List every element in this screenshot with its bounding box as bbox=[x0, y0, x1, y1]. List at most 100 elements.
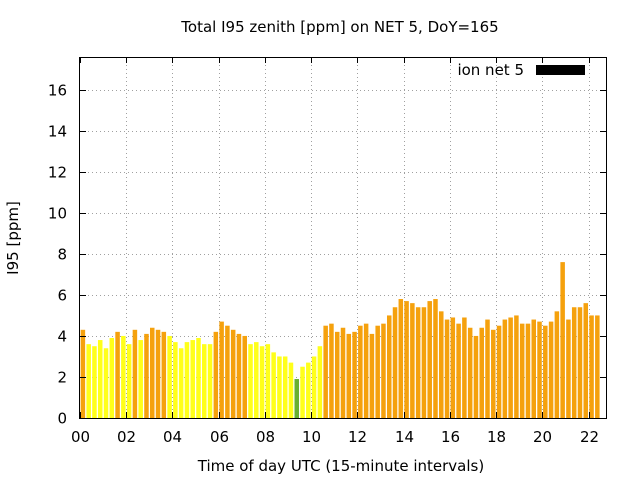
x-tick-label: 08 bbox=[256, 428, 275, 446]
bar bbox=[184, 342, 190, 418]
bar bbox=[150, 327, 155, 418]
bar bbox=[473, 335, 479, 418]
bar bbox=[202, 344, 207, 418]
bar bbox=[259, 346, 265, 418]
bar bbox=[248, 344, 253, 418]
bar bbox=[265, 344, 271, 418]
bar bbox=[126, 344, 132, 418]
bar bbox=[196, 338, 201, 418]
legend-label: ion net 5 bbox=[457, 61, 524, 79]
bar bbox=[167, 335, 172, 418]
bar bbox=[363, 323, 369, 418]
bar bbox=[386, 315, 392, 418]
bar bbox=[207, 344, 213, 418]
bar bbox=[548, 321, 554, 418]
bar bbox=[554, 311, 560, 418]
bar bbox=[381, 323, 386, 418]
bar bbox=[80, 329, 86, 418]
bar bbox=[456, 323, 461, 418]
bar bbox=[566, 319, 571, 418]
bar bbox=[595, 315, 600, 418]
bar bbox=[404, 301, 409, 418]
bar bbox=[410, 303, 415, 418]
bar bbox=[496, 325, 502, 418]
bar bbox=[502, 319, 508, 418]
bar bbox=[103, 348, 109, 418]
bar bbox=[271, 352, 276, 418]
bar bbox=[306, 362, 311, 418]
x-tick-label: 10 bbox=[302, 428, 321, 446]
y-tick-label: 6 bbox=[57, 287, 67, 305]
bar bbox=[427, 301, 432, 418]
bar bbox=[288, 362, 294, 418]
y-tick-label: 12 bbox=[48, 164, 67, 182]
bar bbox=[294, 379, 300, 418]
bar bbox=[225, 325, 230, 418]
bar bbox=[543, 325, 548, 418]
bar bbox=[121, 335, 126, 418]
bar bbox=[230, 329, 236, 418]
bar bbox=[115, 331, 120, 418]
bar bbox=[537, 321, 542, 418]
x-tick-label: 02 bbox=[117, 428, 136, 446]
x-tick-label: 22 bbox=[580, 428, 599, 446]
bar bbox=[491, 329, 496, 418]
y-tick-label: 10 bbox=[48, 205, 67, 223]
bar bbox=[392, 307, 398, 418]
x-tick-label: 20 bbox=[533, 428, 552, 446]
x-tick-label: 12 bbox=[348, 428, 367, 446]
bar bbox=[560, 262, 565, 418]
bar bbox=[282, 356, 288, 418]
bar bbox=[213, 331, 219, 418]
bar bbox=[531, 319, 536, 418]
y-tick-label: 2 bbox=[57, 369, 67, 387]
bar bbox=[277, 356, 282, 418]
y-tick-label: 16 bbox=[48, 82, 67, 100]
plot-frame bbox=[79, 57, 607, 419]
bar bbox=[92, 346, 97, 418]
bar bbox=[300, 366, 305, 418]
bar bbox=[334, 331, 340, 418]
bar-layer bbox=[80, 262, 600, 418]
x-axis-label: Time of day UTC (15-minute intervals) bbox=[197, 457, 484, 475]
bar bbox=[97, 340, 103, 418]
y-tick-label: 0 bbox=[57, 410, 67, 428]
bar bbox=[254, 342, 259, 418]
legend: ion net 5 bbox=[457, 61, 585, 79]
bar bbox=[311, 356, 317, 418]
bar bbox=[421, 307, 427, 418]
bar bbox=[514, 315, 519, 418]
bar bbox=[450, 317, 456, 418]
y-tick-label: 14 bbox=[48, 123, 67, 141]
bar bbox=[519, 323, 525, 418]
bar bbox=[132, 329, 138, 418]
bar bbox=[589, 315, 594, 418]
grid-layer bbox=[80, 57, 606, 418]
bar bbox=[525, 323, 531, 418]
bar bbox=[109, 338, 115, 418]
y-tick-label: 4 bbox=[57, 328, 67, 346]
bar bbox=[571, 307, 577, 418]
bar bbox=[358, 325, 363, 418]
bar bbox=[583, 303, 589, 418]
bar bbox=[444, 319, 450, 418]
y-tick-label: 8 bbox=[57, 246, 67, 264]
x-tick-label: 00 bbox=[71, 428, 90, 446]
bar bbox=[369, 333, 375, 418]
bar bbox=[462, 317, 467, 418]
legend-swatch bbox=[536, 65, 585, 75]
bar bbox=[155, 329, 161, 418]
x-tick-label: 06 bbox=[210, 428, 229, 446]
bar bbox=[178, 348, 184, 418]
bar bbox=[138, 340, 143, 418]
x-tick-label: 18 bbox=[487, 428, 506, 446]
bar bbox=[398, 299, 404, 418]
bar bbox=[508, 317, 513, 418]
bar bbox=[340, 327, 346, 418]
bar bbox=[329, 323, 334, 418]
bar bbox=[352, 331, 357, 418]
bar bbox=[485, 319, 490, 418]
x-tick-label: 04 bbox=[163, 428, 182, 446]
